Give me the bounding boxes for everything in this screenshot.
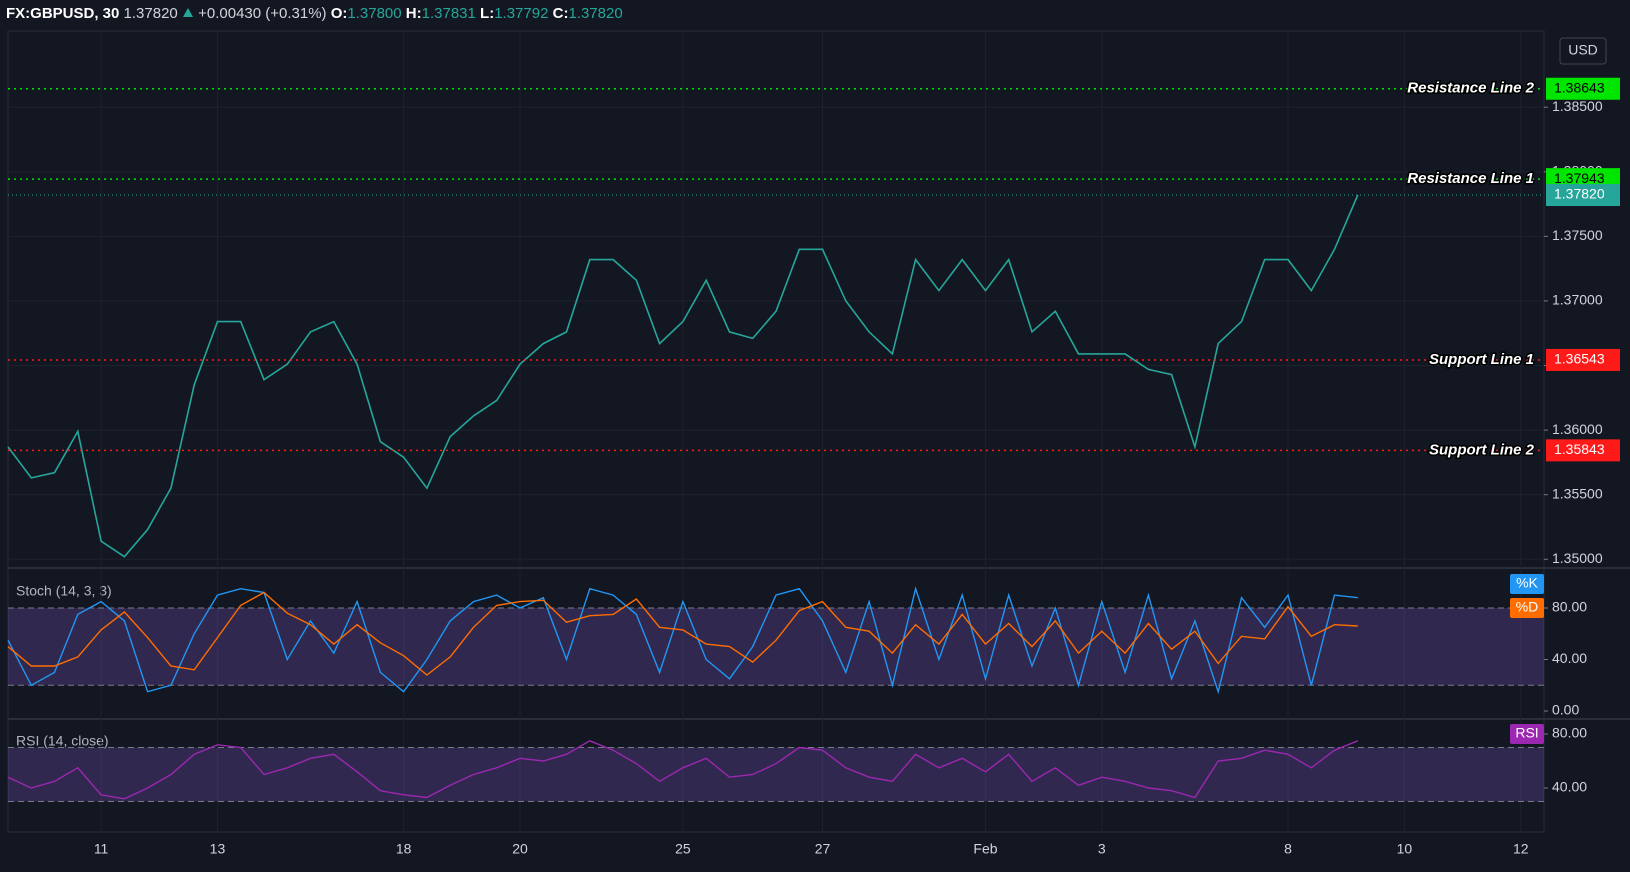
rsi-title: RSI (14, close): [16, 733, 109, 749]
price-badge-text: 1.36543: [1554, 351, 1605, 367]
reference-label: Support Line 1: [1429, 351, 1534, 368]
close: 1.37820: [568, 5, 623, 22]
high-label: H:: [405, 5, 422, 22]
last-price-text: 1.37820: [1554, 186, 1605, 202]
x-tick-label: 8: [1284, 841, 1292, 857]
reference-label: Support Line 2: [1429, 441, 1535, 458]
x-tick-label: 25: [675, 841, 691, 857]
change: +0.00430 (+0.31%): [198, 5, 327, 22]
band-fill: [8, 607, 1544, 686]
legend-label: %K: [1516, 575, 1538, 591]
open: 1.37800: [347, 5, 402, 22]
y-tick-label: 40.00: [1552, 779, 1587, 795]
currency-button-frame[interactable]: [1559, 37, 1607, 65]
reference-label: Resistance Line 2: [1407, 80, 1534, 97]
y-tick-label: 1.35000: [1552, 550, 1603, 566]
currency-button[interactable]: USD: [1559, 37, 1607, 65]
legend-swatch: [1510, 724, 1544, 744]
legend-label: RSI: [1515, 725, 1538, 741]
reference-label: Resistance Line 1: [1407, 170, 1534, 187]
series-line: [7, 591, 1358, 676]
price-badge-text: 1.37943: [1554, 170, 1605, 186]
up-arrow: [182, 8, 193, 17]
symbol: FX:GBPUSD, 30: [6, 5, 120, 22]
x-tick-label: 18: [396, 841, 412, 857]
y-tick-label: 40.00: [1552, 650, 1587, 666]
y-tick-label: 1.37500: [1552, 227, 1603, 243]
symbol-header: FX:GBPUSD, 30 1.37820 +0.00430 (+0.31%) …: [6, 2, 623, 26]
x-tick-label: 27: [815, 841, 831, 857]
y-tick-label: 1.37000: [1552, 292, 1603, 308]
price-badge: [1546, 77, 1620, 100]
low: 1.37792: [494, 5, 549, 22]
last-price-badge: [1546, 184, 1620, 207]
price-badge: [1546, 348, 1620, 371]
band-fill: [8, 747, 1544, 802]
y-tick-label: 0.00: [1552, 702, 1579, 718]
stoch-title: Stoch (14, 3, 3): [16, 583, 112, 599]
x-tick-label: 12: [1513, 841, 1529, 857]
price-badge-text: 1.35843: [1554, 441, 1605, 457]
x-tick-label: Feb: [973, 841, 997, 857]
series-line: [7, 586, 1358, 695]
close-label: C:: [552, 5, 569, 22]
y-tick-label: 1.35500: [1552, 485, 1603, 501]
price-badge-text: 1.38643: [1554, 79, 1605, 95]
last-price: 1.37820: [123, 5, 178, 22]
y-tick-label: 1.38500: [1552, 98, 1603, 114]
open-label: O:: [330, 5, 348, 22]
x-tick-label: 10: [1397, 841, 1413, 857]
x-tick-label: 20: [512, 841, 528, 857]
currency[interactable]: USD: [1568, 42, 1598, 58]
series-line: [7, 740, 1359, 800]
x-tick-label: 13: [210, 841, 226, 857]
series-line: [7, 194, 1359, 558]
low-label: L:: [480, 5, 495, 22]
x-tick-label: 11: [94, 841, 109, 857]
legend-label: %D: [1516, 599, 1539, 615]
legend-swatch: [1510, 598, 1544, 618]
y-tick-label: 1.36000: [1552, 421, 1603, 437]
x-tick-label: 3: [1098, 841, 1106, 857]
y-tick-label: 80.00: [1552, 725, 1587, 741]
high: 1.37831: [421, 5, 476, 22]
legend-swatch: [1510, 574, 1544, 594]
y-tick-label: 80.00: [1552, 599, 1587, 615]
price-badge: [1546, 439, 1620, 462]
